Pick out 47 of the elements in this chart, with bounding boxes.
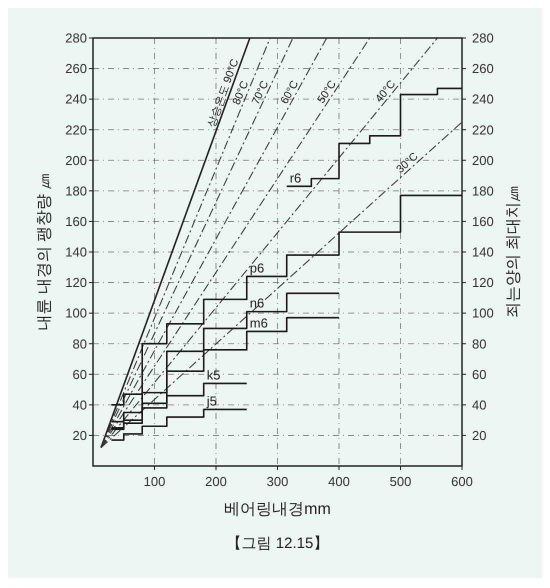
series-label: j5	[206, 393, 217, 408]
text: 70°C	[250, 79, 272, 106]
x-tick-label: 200	[205, 474, 227, 489]
text: 80°C	[230, 79, 252, 107]
series-label: m6	[250, 315, 268, 330]
y2-tick-label: 220	[472, 122, 494, 138]
x-axis-title: 베어링내경mm	[224, 501, 331, 518]
y-tick-label: 180	[65, 183, 87, 198]
x-tick-label: 100	[144, 474, 166, 489]
series-label: n6	[250, 296, 264, 311]
y2-axis-title: 죄는양의 최대치㎛	[505, 186, 522, 318]
y2-tick-label: 280	[472, 30, 494, 46]
text: 60°C	[278, 78, 302, 106]
text: 【그림 12.15】	[226, 535, 328, 552]
y2-tick-label: 40	[472, 397, 486, 412]
y-tick-label: 280	[65, 30, 87, 46]
y2-tick-label: 20	[472, 428, 486, 443]
y-tick-label: 20	[72, 428, 87, 443]
y-tick-label: 60	[72, 366, 87, 382]
y2-tick-label: 140	[472, 244, 494, 260]
y-tick-label: 240	[65, 92, 87, 107]
y-tick-label: 40	[72, 397, 87, 412]
y-tick-label: 120	[65, 275, 87, 290]
y2-tick-label: 60	[472, 366, 486, 382]
y2-tick-label: 200	[472, 152, 494, 168]
x-tick-label: 300	[266, 474, 288, 489]
series-label: k5	[206, 367, 220, 382]
y2-tick-label: 180	[472, 183, 494, 198]
x-tick-label: 600	[451, 474, 473, 489]
y-tick-label: 100	[65, 306, 87, 321]
y2-tick-label: 100	[472, 306, 494, 321]
y2-tick-label: 160	[472, 214, 494, 229]
y-tick-label: 200	[65, 152, 87, 168]
y-tick-label: 140	[65, 244, 87, 260]
y2-tick-label: 120	[472, 275, 494, 290]
y2-tick-label: 240	[472, 92, 494, 107]
y-tick-label: 80	[72, 336, 87, 352]
x-tick-label: 500	[390, 474, 412, 489]
y2-tick-label: 260	[472, 61, 494, 76]
y2-tick-label: 80	[472, 336, 486, 352]
y-tick-label: 220	[65, 122, 87, 138]
y-axis-title: 내륜 내경의 팽창량 ㎛	[36, 173, 53, 331]
series-label: r6	[290, 170, 302, 186]
y-tick-label: 260	[65, 61, 87, 76]
x-tick-label: 400	[328, 474, 350, 489]
series-label: p6	[250, 260, 264, 276]
y-tick-label: 160	[65, 214, 87, 229]
